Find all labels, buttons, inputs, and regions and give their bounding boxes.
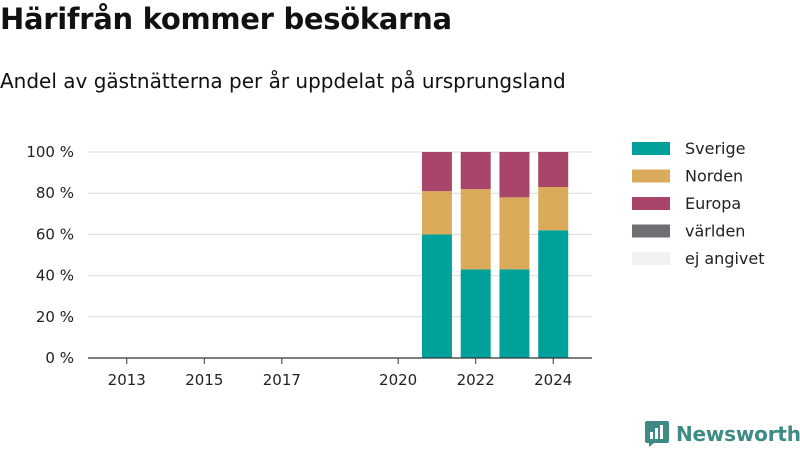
y-tick-label: 0 % — [45, 349, 74, 367]
y-tick-label: 40 % — [36, 267, 74, 285]
bar-segment — [460, 152, 491, 190]
bar-segment — [421, 234, 452, 358]
legend-swatch — [632, 169, 670, 183]
bar-segment — [499, 152, 530, 198]
x-ticks: 2013 2015 2017 2020 2022 2024 — [108, 358, 572, 389]
legend-label: Sverige — [685, 139, 746, 158]
legend-swatch — [632, 224, 670, 238]
bars — [421, 152, 569, 358]
bar-segment — [460, 189, 491, 270]
y-tick-label: 100 % — [26, 143, 74, 161]
bar-segment — [421, 191, 452, 235]
legend-label: Europa — [685, 194, 741, 213]
x-tick-label: 2013 — [108, 371, 146, 389]
y-tick-label: 20 % — [36, 308, 74, 326]
legend-label: ej angivet — [685, 249, 765, 268]
bar-segment — [499, 269, 530, 358]
x-tick-label: 2020 — [379, 371, 417, 389]
y-tick-labels: 0 % 20 % 40 % 60 % 80 % 100 % — [26, 143, 74, 367]
legend: Sverige Norden Europa världen ej angivet — [632, 139, 765, 268]
bar-segment — [421, 152, 452, 192]
legend-label: Norden — [685, 167, 743, 186]
chart-subtitle: Andel av gästnätterna per år uppdelat på… — [0, 69, 566, 93]
x-tick-label: 2024 — [534, 371, 572, 389]
bar-segment — [460, 269, 491, 358]
y-tick-label: 80 % — [36, 184, 74, 202]
legend-swatch — [632, 252, 670, 265]
legend-swatch — [632, 142, 670, 155]
bar-segment — [538, 152, 569, 188]
x-tick-label: 2022 — [457, 371, 495, 389]
x-tick-label: 2015 — [185, 371, 223, 389]
chart-title: Härifrån kommer besökarna — [0, 2, 452, 36]
legend-swatch — [632, 197, 670, 210]
bar-segment — [499, 197, 530, 270]
newsworthy-logo: Newsworthy — [644, 420, 800, 448]
x-tick-label: 2017 — [263, 371, 301, 389]
bar-segment — [538, 230, 569, 358]
newsworthy-icon — [645, 421, 669, 447]
legend-label: världen — [685, 222, 745, 241]
brand-name: Newsworthy — [676, 422, 800, 446]
bar-segment — [538, 187, 569, 231]
y-tick-label: 60 % — [36, 225, 74, 243]
